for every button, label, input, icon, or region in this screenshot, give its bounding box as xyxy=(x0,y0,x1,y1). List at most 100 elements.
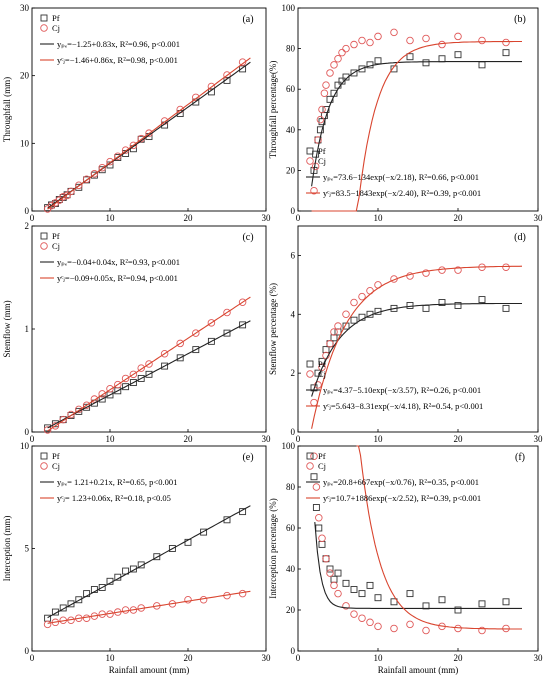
y-tick-label: 40 xyxy=(286,125,296,135)
legend-marker-pf xyxy=(306,360,314,368)
legend-marker-cj xyxy=(306,157,314,165)
data-point-pf xyxy=(192,346,200,354)
fit-line-cj xyxy=(311,40,522,212)
data-point-cj xyxy=(318,534,326,543)
fit-line-cj xyxy=(47,296,251,432)
data-point-cj xyxy=(334,589,342,598)
data-point-cj xyxy=(106,384,114,393)
legend-marker-pf xyxy=(306,147,314,155)
data-point-pf xyxy=(454,606,462,614)
y-axis-label: Interception percentage (%) xyxy=(268,498,278,598)
legend-label-cj: Cj xyxy=(318,369,326,379)
data-point-cj xyxy=(192,329,200,337)
data-point-cj xyxy=(59,193,67,201)
data-point-pf xyxy=(67,600,75,608)
data-point-pf xyxy=(59,604,67,612)
data-point-cj xyxy=(322,81,330,89)
x-tick-label: 30 xyxy=(534,434,544,444)
data-point-pf xyxy=(502,49,510,57)
data-point-pf xyxy=(334,569,342,577)
data-point-pf xyxy=(145,370,153,378)
data-point-cj xyxy=(59,415,67,424)
data-point-cj xyxy=(238,298,247,306)
y-tick-label: 30 xyxy=(20,3,30,13)
fit-line-pf xyxy=(311,61,522,187)
x-tick-label: 10 xyxy=(106,653,116,663)
fit-equation-cj: yᶜⱼ=10.7+1886exp(−x/2.52), R²=0.39, p<0.… xyxy=(323,493,481,503)
data-point-cj xyxy=(374,32,382,41)
y-tick-label: 0 xyxy=(291,646,296,656)
data-point-pf xyxy=(137,561,145,569)
data-point-cj xyxy=(238,589,247,598)
plot-frame xyxy=(297,445,539,652)
data-point-cj xyxy=(121,606,130,614)
data-point-cj xyxy=(314,136,322,144)
data-point-cj xyxy=(330,61,338,69)
data-point-cj xyxy=(438,266,446,274)
legend-marker-cj xyxy=(306,462,314,470)
y-tick-label: 40 xyxy=(286,564,296,574)
plot-frame xyxy=(297,7,539,212)
y-axis-label: Interception (mm) xyxy=(2,516,12,582)
x-tick-label: 20 xyxy=(454,434,464,444)
legend-label-pf: Pf xyxy=(318,451,326,461)
data-point-cj xyxy=(63,191,71,200)
legend-label-cj: Cj xyxy=(52,461,60,471)
data-point-cj xyxy=(326,569,334,577)
x-tick-label: 0 xyxy=(30,434,35,444)
x-tick-label: 0 xyxy=(30,213,35,223)
data-point-cj xyxy=(350,40,358,49)
data-point-cj xyxy=(390,624,398,633)
data-point-cj xyxy=(318,363,326,372)
data-point-pf xyxy=(422,59,430,67)
data-point-cj xyxy=(478,626,486,635)
data-point-cj xyxy=(176,339,184,348)
data-point-cj xyxy=(310,398,318,407)
fit-line-cj xyxy=(311,265,523,429)
data-point-cj xyxy=(502,263,510,271)
x-tick-label: 10 xyxy=(374,653,384,663)
legend-marker-pf xyxy=(306,452,314,460)
data-point-pf xyxy=(406,590,414,598)
y-tick-label: 2 xyxy=(25,221,30,231)
data-point-pf xyxy=(350,316,358,324)
legend-label-pf: Pf xyxy=(318,359,326,369)
data-point-cj xyxy=(121,374,130,383)
fit-equation-cj: yᶜⱼ=−0.09+0.05x, R²=0.94, p<0.001 xyxy=(57,273,178,283)
data-point-cj xyxy=(51,199,60,207)
x-tick-label: 20 xyxy=(184,434,194,444)
fit-line-pf xyxy=(314,522,522,609)
data-point-cj xyxy=(43,426,52,434)
data-point-cj xyxy=(326,69,334,77)
fit-line-pf xyxy=(47,320,251,429)
data-point-cj xyxy=(350,610,358,618)
data-point-cj xyxy=(238,58,247,66)
data-point-pf xyxy=(207,337,215,345)
data-point-pf xyxy=(438,55,446,63)
data-point-pf xyxy=(153,553,161,561)
y-tick-label: 0 xyxy=(25,646,30,656)
y-tick-label: 20 xyxy=(20,71,30,81)
data-point-cj xyxy=(312,483,321,491)
data-point-cj xyxy=(322,555,330,563)
fit-line-cj xyxy=(47,57,251,210)
legend-marker-pf xyxy=(40,14,48,22)
panel-e: 0 10 20 30 0 5 10 Interception (mm) Rainfall amo… xyxy=(2,441,271,675)
y-tick-label: 20 xyxy=(286,165,296,175)
data-point-cj xyxy=(374,622,382,631)
data-point-cj xyxy=(310,186,318,195)
data-point-cj xyxy=(145,360,153,368)
data-point-pf xyxy=(168,545,176,552)
data-point-cj xyxy=(454,266,462,274)
legend-label-pf: Pf xyxy=(52,231,60,241)
data-point-pf xyxy=(350,69,358,77)
data-point-pf xyxy=(314,369,322,377)
data-point-pf xyxy=(334,328,342,336)
x-tick-label: 10 xyxy=(374,213,384,223)
data-point-cj xyxy=(478,36,486,45)
data-point-pf xyxy=(129,379,137,387)
x-tick-label: 10 xyxy=(106,434,116,444)
x-tick-label: 30 xyxy=(262,653,272,663)
fit-equation-pf: yₚₑ=−0.04+0.04x, R²=0.93, p<0.001 xyxy=(57,257,180,267)
fit-equation-pf: yₚₑ=20.8+667exp(−x/0.76), R²=0.35, p<0.0… xyxy=(323,477,479,487)
